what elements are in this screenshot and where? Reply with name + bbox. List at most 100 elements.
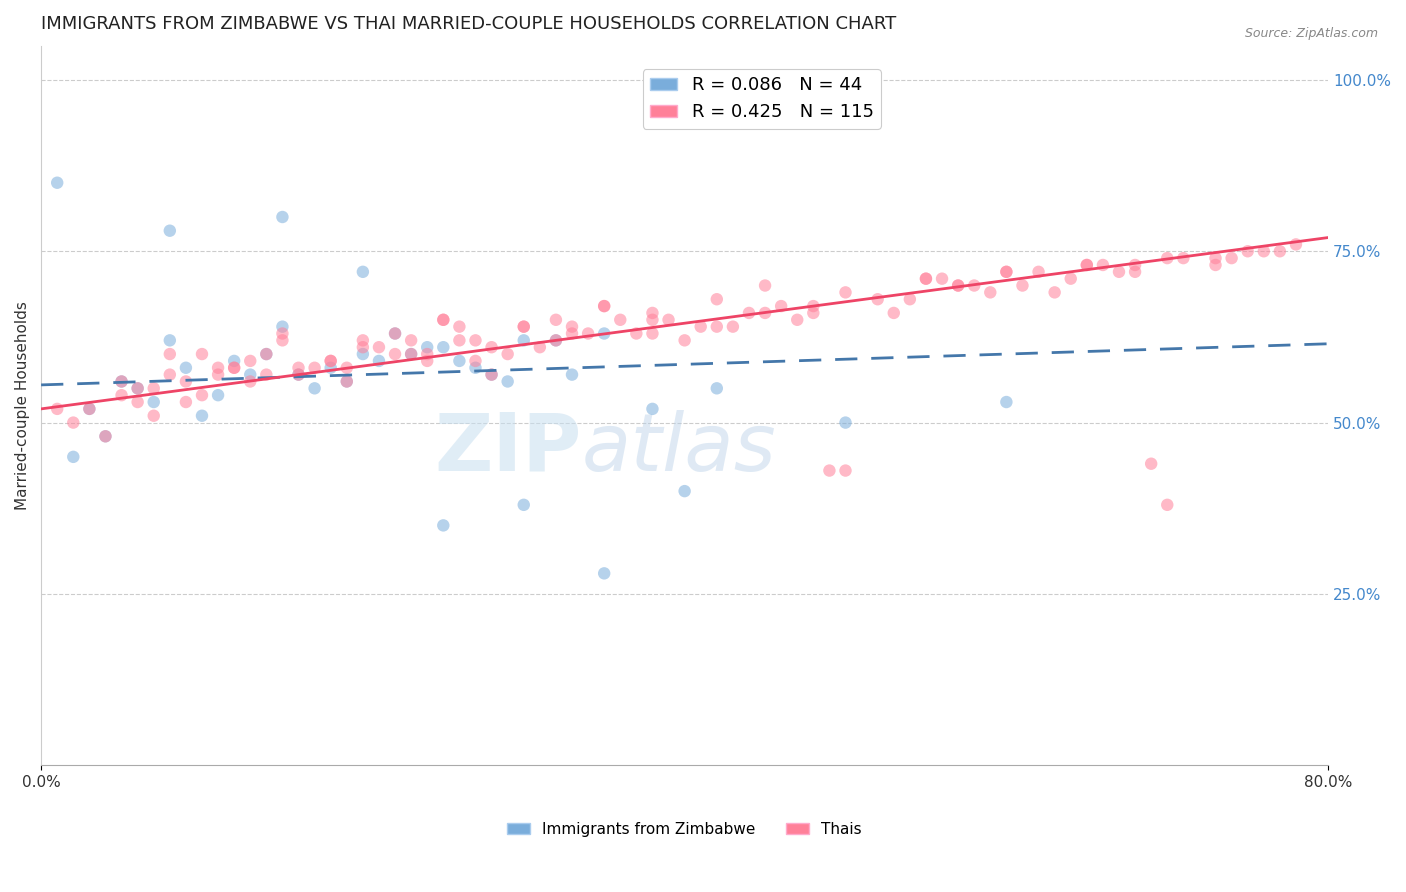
Point [481,368,503,382]
Point [368,340,391,354]
Point [352,334,374,348]
Point [1091,258,1114,272]
Point [304,381,326,395]
Point [513,319,536,334]
Point [561,319,583,334]
Point [336,375,359,389]
Point [159,334,181,348]
Point [995,265,1018,279]
Point [496,375,519,389]
Point [336,360,359,375]
Point [593,299,616,313]
Point [593,299,616,313]
Point [481,368,503,382]
Point [754,278,776,293]
Point [207,368,229,382]
Point [254,347,277,361]
Point [561,368,583,382]
Point [142,381,165,395]
Point [1285,237,1308,252]
Point [834,464,856,478]
Point [62,416,84,430]
Text: IMMIGRANTS FROM ZIMBABWE VS THAI MARRIED-COUPLE HOUSEHOLDS CORRELATION CHART: IMMIGRANTS FROM ZIMBABWE VS THAI MARRIED… [41,15,897,33]
Point [239,354,262,368]
Point [399,347,422,361]
Point [384,326,406,341]
Point [271,326,294,341]
Point [1043,285,1066,300]
Point [1205,258,1227,272]
Point [1156,251,1178,265]
Point [544,313,567,327]
Point [46,401,69,416]
Point [142,409,165,423]
Point [449,334,471,348]
Point [110,375,132,389]
Point [254,368,277,382]
Point [224,354,246,368]
Y-axis label: Married-couple Households: Married-couple Households [15,301,30,510]
Point [174,360,197,375]
Point [336,375,359,389]
Point [287,368,309,382]
Point [513,498,536,512]
Point [963,278,986,293]
Point [352,347,374,361]
Text: Source: ZipAtlas.com: Source: ZipAtlas.com [1244,27,1378,40]
Point [319,354,342,368]
Point [593,566,616,581]
Point [754,306,776,320]
Point [174,395,197,409]
Point [239,375,262,389]
Point [384,326,406,341]
Point [946,278,969,293]
Point [883,306,905,320]
Point [1108,265,1130,279]
Legend: Immigrants from Zimbabwe, Thais: Immigrants from Zimbabwe, Thais [501,816,868,843]
Point [384,347,406,361]
Point [626,326,648,341]
Point [818,464,841,478]
Point [399,334,422,348]
Point [159,224,181,238]
Point [1060,271,1083,285]
Point [641,326,664,341]
Point [271,334,294,348]
Point [915,271,938,285]
Point [142,395,165,409]
Point [834,285,856,300]
Point [46,176,69,190]
Point [110,375,132,389]
Point [1011,278,1033,293]
Point [224,360,246,375]
Point [995,395,1018,409]
Point [464,334,486,348]
Point [593,326,616,341]
Point [561,326,583,341]
Point [464,360,486,375]
Point [352,265,374,279]
Point [207,388,229,402]
Point [287,360,309,375]
Point [834,416,856,430]
Point [207,360,229,375]
Point [706,319,728,334]
Point [159,347,181,361]
Point [319,354,342,368]
Point [481,340,503,354]
Point [544,334,567,348]
Point [174,375,197,389]
Point [641,401,664,416]
Point [304,360,326,375]
Point [127,381,149,395]
Point [1220,251,1243,265]
Point [770,299,793,313]
Point [94,429,117,443]
Point [287,368,309,382]
Point [432,340,454,354]
Point [127,381,149,395]
Point [1205,251,1227,265]
Text: atlas: atlas [582,409,776,488]
Point [496,347,519,361]
Point [529,340,551,354]
